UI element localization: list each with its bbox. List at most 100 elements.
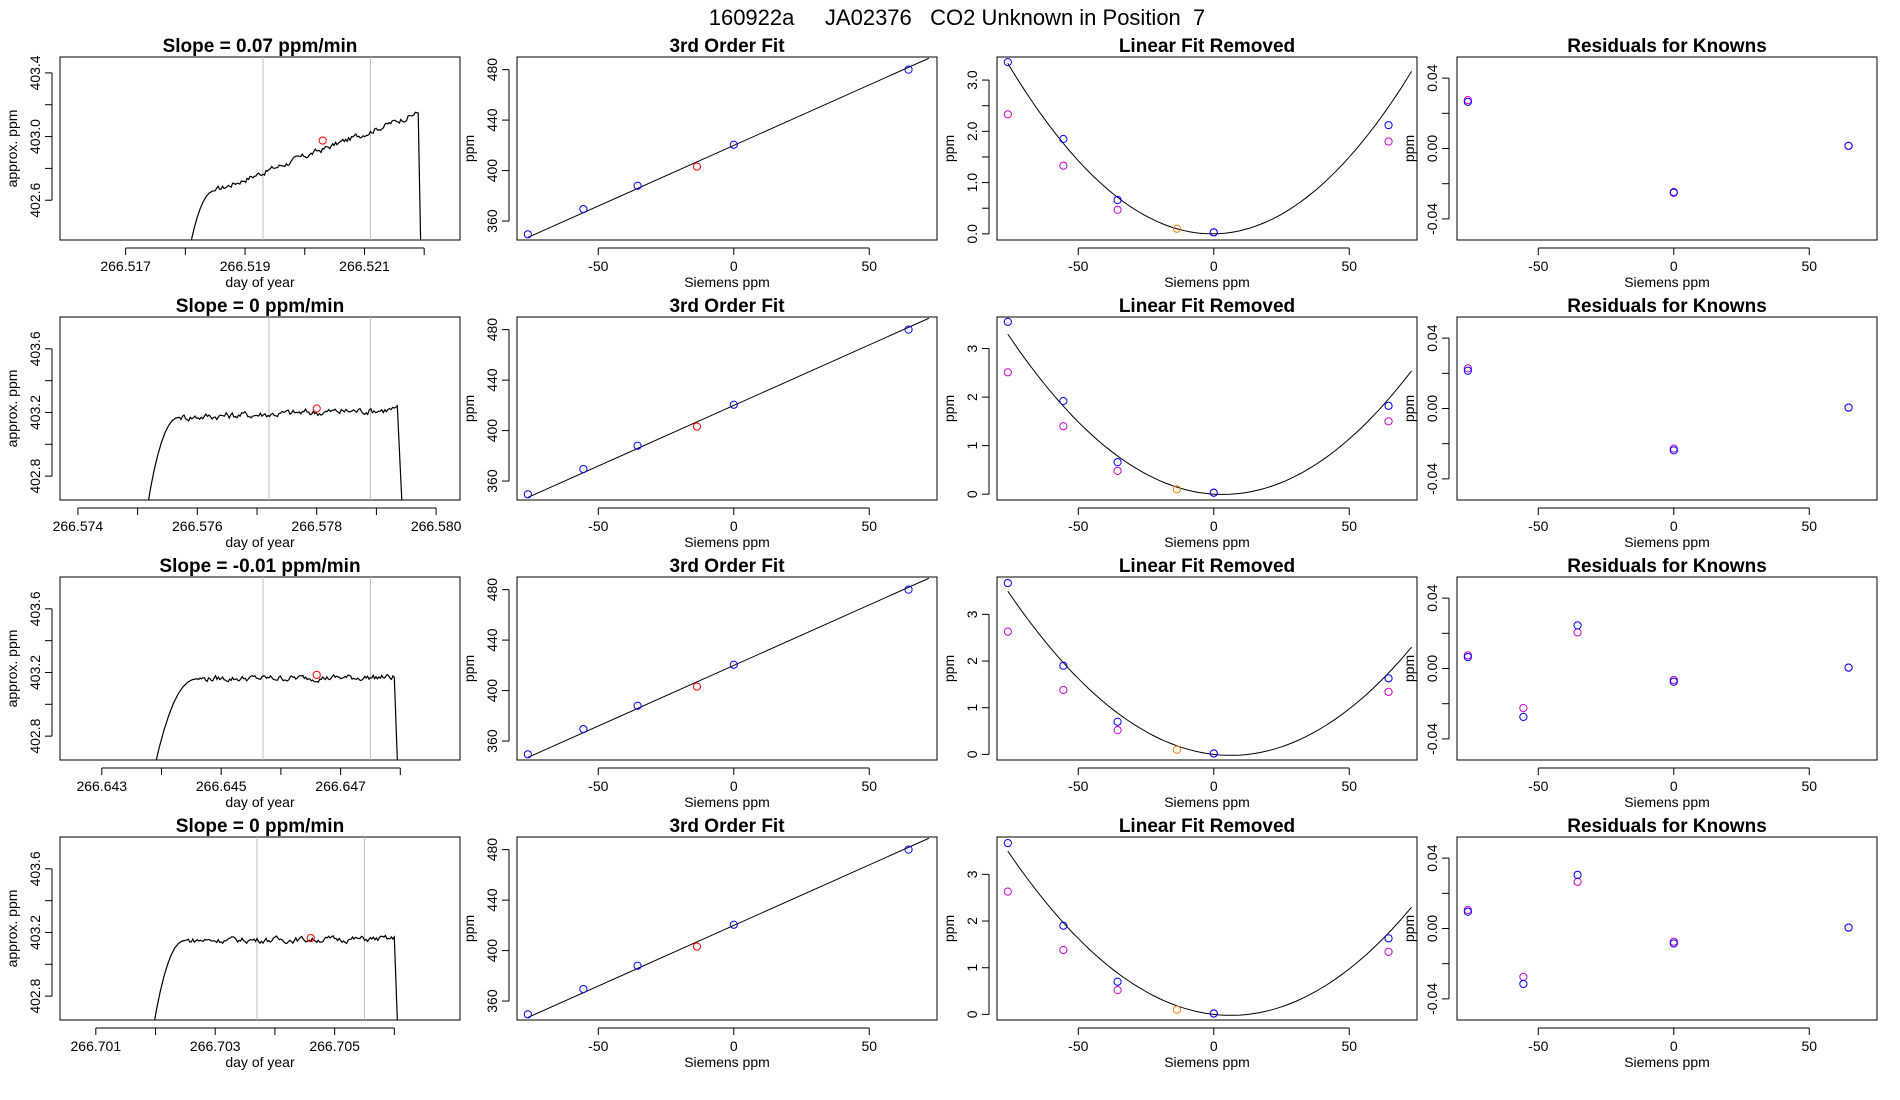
known-standard-point (1003, 58, 1012, 67)
quadratic-curve (1007, 63, 1413, 235)
y-axis-label: ppm (1401, 135, 1417, 162)
unknown-sample-point (1172, 745, 1182, 754)
x-tick-label: -50 (1528, 518, 1548, 534)
known-standard-point (1519, 979, 1528, 989)
panel-r0-c3: Residuals for Knowns -50 0 50 Siemens ppm -0.… (1401, 36, 1878, 290)
x-tick-label: 0 (730, 258, 738, 274)
x-tick-label: 50 (1801, 778, 1817, 794)
x-tick-label: 0 (1670, 518, 1678, 534)
raw-point (1113, 466, 1122, 475)
y-axis-label: approx. ppm (4, 110, 20, 188)
known-standard-point (1669, 446, 1678, 455)
panel-r1-c3: Residuals for Knowns -50 0 50 Siemens ppm -0.… (1401, 296, 1878, 550)
known-standard-point (1003, 578, 1012, 588)
y-tick-label: 360 (484, 729, 500, 753)
panel-r3-c0: Slope = 0 ppm/min 266.701 266.703 266.705 da… (4, 816, 461, 1070)
known-standard-point (579, 204, 588, 214)
y-axis-label: ppm (1401, 655, 1417, 682)
unknown-sample-point (692, 942, 702, 951)
plot-area (1463, 96, 1853, 197)
y-axis-label: ppm (461, 655, 477, 682)
x-axis-label: Siemens ppm (1624, 534, 1710, 550)
y-tick-label: 402.6 (27, 182, 43, 217)
y-tick-label: 2 (964, 657, 980, 665)
y-tick-label: 360 (484, 469, 500, 493)
x-tick-label: 266.576 (172, 518, 223, 534)
raw-point (1003, 110, 1012, 119)
known-standard-point (523, 750, 532, 759)
plot-area (190, 57, 422, 240)
plot-area (1463, 364, 1853, 455)
known-standard-point (1113, 195, 1122, 205)
plot-frame (516, 836, 938, 1021)
x-tick-label: 50 (1801, 258, 1817, 274)
y-tick-label: 403.6 (27, 591, 43, 626)
y-tick-label: 480 (484, 58, 500, 82)
x-axis-label: Siemens ppm (1624, 1054, 1710, 1070)
y-tick-label: 2.0 (964, 121, 980, 141)
raw-point (1384, 417, 1393, 426)
x-tick-label: 0 (1210, 518, 1218, 534)
known-standard-point (1113, 717, 1122, 726)
fit-line (527, 317, 930, 498)
y-tick-label: -0.04 (1424, 463, 1440, 495)
plot-area (1003, 317, 1412, 497)
y-tick-label: 0.04 (1424, 844, 1440, 871)
known-standard-point (904, 65, 913, 74)
x-axis-label: Siemens ppm (684, 1054, 770, 1070)
raw-point (1059, 422, 1068, 431)
plot-frame (996, 836, 1418, 1021)
raw-point (1463, 96, 1472, 105)
panel-r2-c1: 3rd Order Fit -50 0 50 Siemens ppm 360 400 440 4… (461, 556, 938, 810)
y-tick-label: -0.04 (1424, 203, 1440, 235)
y-tick-label: 403.6 (27, 331, 43, 366)
known-standard-point (1669, 677, 1678, 686)
x-tick-label: 266.578 (291, 518, 342, 534)
y-tick-label: 1.0 (964, 173, 980, 193)
page-title: 160922a JA02376 CO2 Unknown in Position … (709, 5, 1206, 30)
known-standard-point (633, 441, 642, 450)
y-tick-label: 1 (964, 704, 980, 712)
known-standard-point (729, 140, 738, 149)
fit-line (527, 837, 930, 1018)
plot-area (1003, 58, 1413, 237)
known-standard-point (579, 984, 588, 994)
y-tick-label: 0.00 (1424, 135, 1440, 162)
x-tick-label: 266.517 (100, 258, 151, 274)
plot-area (1463, 621, 1853, 721)
y-tick-label: 0 (964, 1010, 980, 1018)
x-tick-label: 0 (1670, 1038, 1678, 1054)
x-tick-label: 0 (730, 1038, 738, 1054)
known-standard-point (1844, 663, 1853, 672)
raw-point (1463, 905, 1472, 915)
y-tick-label: 2 (964, 393, 980, 401)
window-mean-point (306, 933, 315, 943)
y-tick-label: 0.00 (1424, 655, 1440, 682)
known-standard-point (579, 724, 588, 734)
y-tick-label: 400 (484, 159, 500, 183)
panel-r0-c0: Slope = 0.07 ppm/min 266.517 266.519 266.52… (4, 36, 461, 290)
window-mean-point (312, 404, 321, 413)
panel-title: 3rd Order Fit (669, 36, 785, 57)
raw-point (1059, 685, 1068, 695)
x-tick-label: -50 (1528, 1038, 1548, 1054)
plot-frame (59, 316, 461, 501)
plot-area (523, 317, 930, 499)
y-tick-label: 400 (484, 679, 500, 703)
y-tick-label: 440 (484, 628, 500, 652)
unknown-sample-point (692, 422, 702, 431)
plot-area (147, 317, 403, 500)
known-standard-point (633, 961, 642, 970)
known-standard-point (904, 585, 913, 594)
x-axis-label: day of year (225, 534, 295, 550)
known-standard-point (1384, 401, 1393, 410)
time-series-line (155, 673, 398, 760)
quadratic-curve (1007, 333, 1412, 495)
panel-title: Linear Fit Removed (1119, 556, 1295, 577)
raw-point (1384, 137, 1393, 146)
x-tick-label: 0 (1670, 258, 1678, 274)
plot-frame (996, 56, 1418, 241)
y-tick-label: 2 (964, 917, 980, 925)
